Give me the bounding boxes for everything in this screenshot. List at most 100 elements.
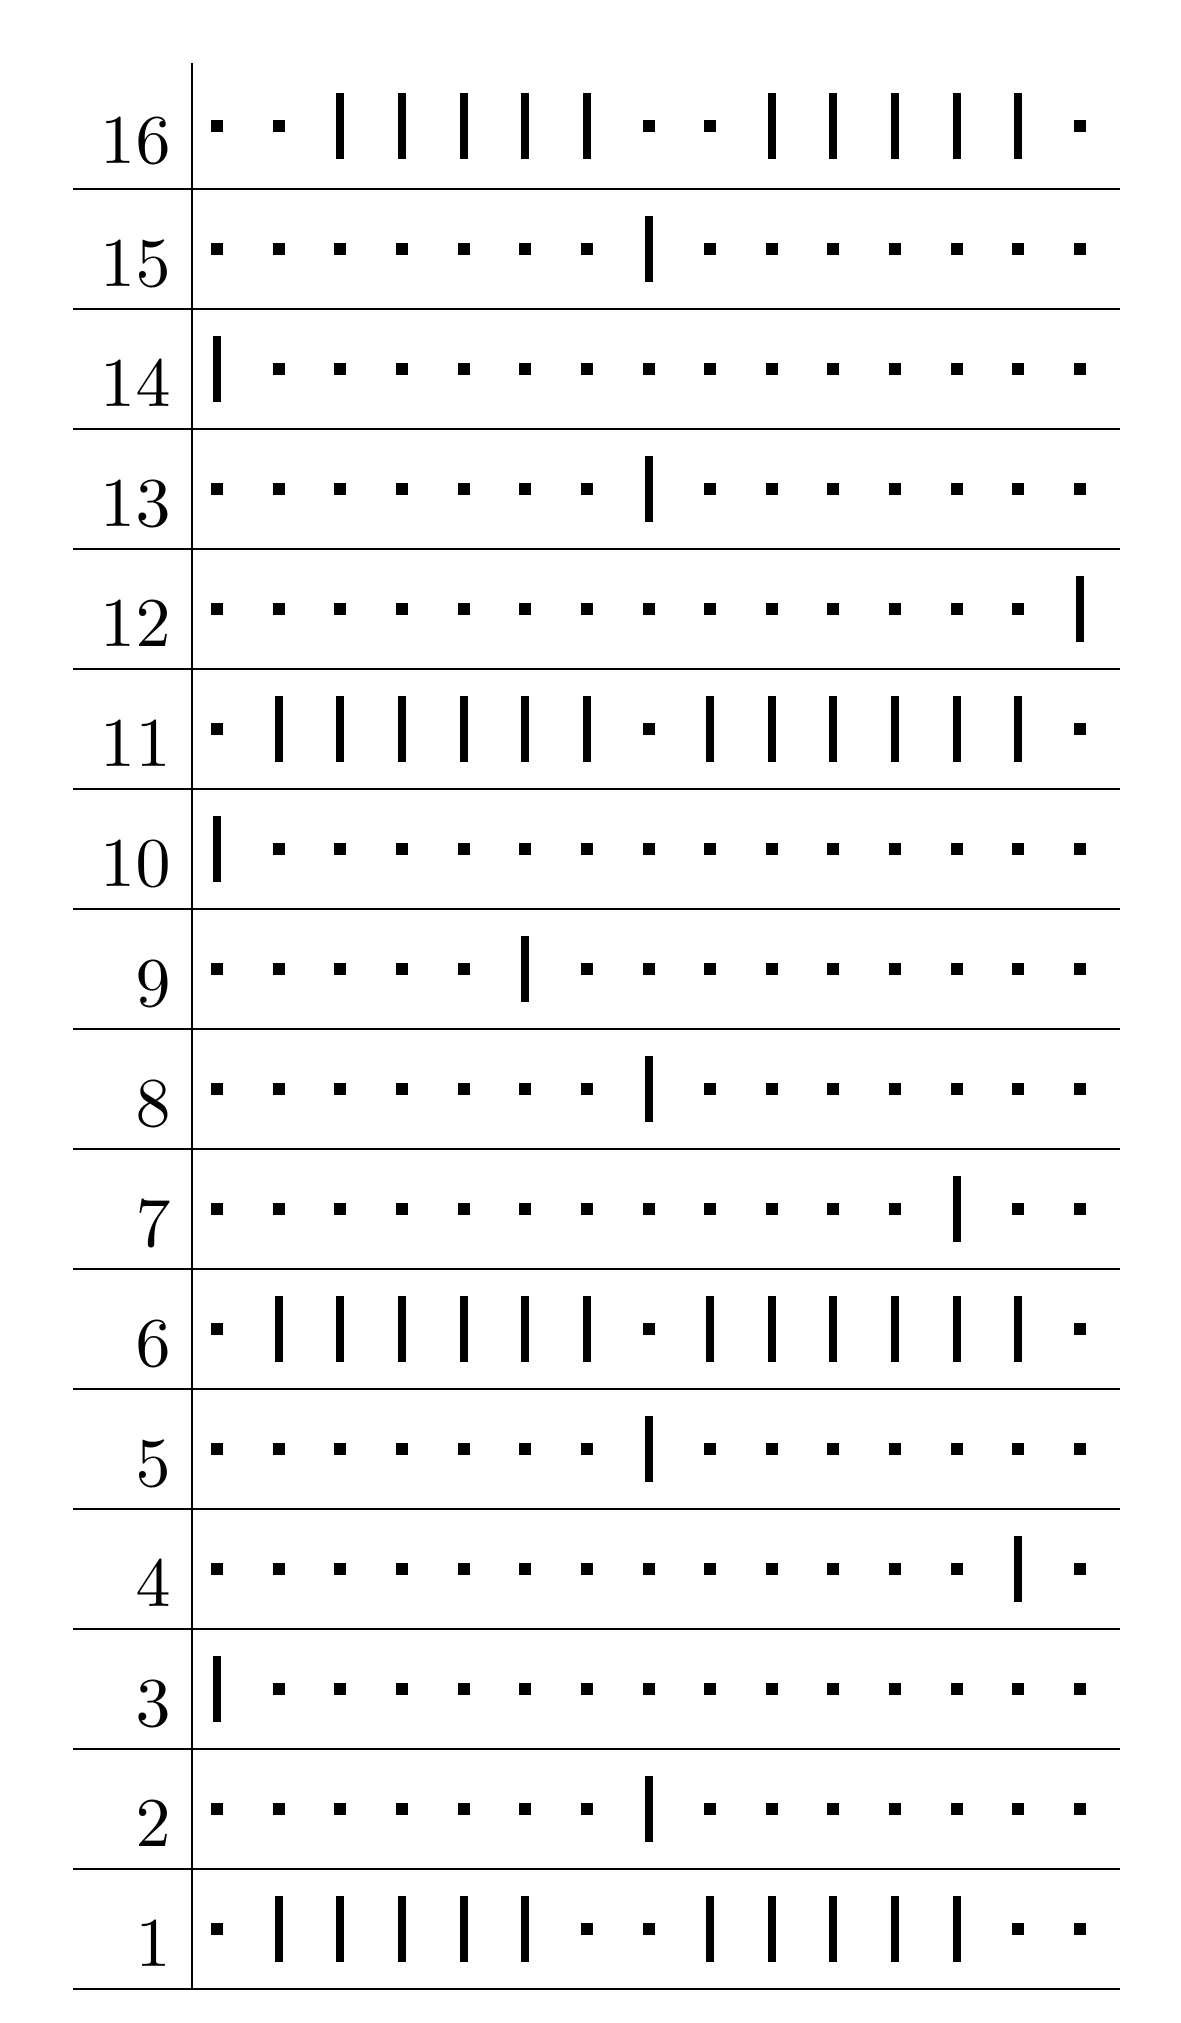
cell-dot [396,1443,408,1455]
cell-bar [460,696,468,762]
cell-dot [643,1923,655,1935]
cell-dot [211,120,223,132]
cell-bar [645,1416,653,1482]
cell-bar [275,696,283,762]
cell-dot [458,1443,470,1455]
cell-bar [768,696,776,762]
cell-dot [1074,1203,1086,1215]
cell-dot [766,1203,778,1215]
cell-dot [211,483,223,495]
cell-dot [458,243,470,255]
cell-bar [645,1776,653,1842]
cell-dot [889,1803,901,1815]
cell-bar [398,1896,406,1962]
cell-dot [581,843,593,855]
cell-bar [706,1296,714,1362]
cell-dot [334,963,346,975]
cell-dot [396,1563,408,1575]
cell-dot [951,1683,963,1695]
row-label: 7 [73,1168,171,1267]
cell-bar [336,1896,344,1962]
table-row: 1 [73,1869,1120,1989]
cell-dot [581,1083,593,1095]
cell-dot [889,243,901,255]
cell-bar [583,696,591,762]
cell-bar [706,1896,714,1962]
cell-dot [643,963,655,975]
cell-dot [766,843,778,855]
cell-dot [1074,1563,1086,1575]
cell-dot [273,1203,285,1215]
cell-dot [1074,1923,1086,1935]
cell-dot [458,1083,470,1095]
cell-dot [951,603,963,615]
row-label: 12 [73,568,171,667]
cell-dot [1012,1443,1024,1455]
cell-bar [213,336,221,402]
cell-dot [1012,1923,1024,1935]
cell-dot [766,1083,778,1095]
cell-dot [334,1083,346,1095]
cell-dot [458,963,470,975]
cell-dot [889,1683,901,1695]
cell-dot [1012,243,1024,255]
cell-dot [581,1203,593,1215]
cell-bar [706,696,714,762]
cell-dot [396,603,408,615]
cell-dot [951,963,963,975]
cell-dot [766,963,778,975]
cell-bar [583,93,591,159]
cell-dot [334,1563,346,1575]
cell-bar [336,93,344,159]
cell-bar [398,1296,406,1362]
cell-dot [519,603,531,615]
cell-dot [458,1803,470,1815]
cell-dot [951,363,963,375]
table-row: 15 [73,189,1120,309]
cell-dot [951,1803,963,1815]
cell-dot [334,243,346,255]
cell-dot [273,1083,285,1095]
cell-dot [211,1443,223,1455]
cell-bar [829,696,837,762]
cell-dot [458,843,470,855]
cell-bar [398,93,406,159]
cell-dot [458,363,470,375]
cell-dot [766,603,778,615]
cell-dot [1074,120,1086,132]
table-row: 13 [73,429,1120,549]
cell-dot [396,1683,408,1695]
row-label: 10 [73,808,171,907]
cell-dot [396,1203,408,1215]
cell-dot [211,243,223,255]
cell-dot [396,1083,408,1095]
cell-dot [334,363,346,375]
cell-dot [889,1563,901,1575]
cell-bar [768,1296,776,1362]
cell-dot [766,1803,778,1815]
cell-dot [827,363,839,375]
cell-dot [1012,603,1024,615]
row-label: 16 [73,85,171,184]
cell-dot [889,603,901,615]
cell-bar [891,696,899,762]
cell-dot [211,723,223,735]
cell-bar [521,1896,529,1962]
table-row: 10 [73,789,1120,909]
table-row: 16 [73,63,1120,189]
cell-dot [766,483,778,495]
cell-dot [1074,483,1086,495]
cell-bar [460,1896,468,1962]
cell-bar [521,1296,529,1362]
cell-dot [211,1083,223,1095]
cell-dot [827,963,839,975]
cell-dot [704,1563,716,1575]
cell-dot [889,1443,901,1455]
cell-bar [891,1296,899,1362]
cell-dot [519,1443,531,1455]
cell-dot [396,963,408,975]
cell-dot [334,1683,346,1695]
punch-pattern-table: 16151413121110987654321 [0,0,1181,2023]
cell-dot [827,843,839,855]
cell-dot [458,1683,470,1695]
